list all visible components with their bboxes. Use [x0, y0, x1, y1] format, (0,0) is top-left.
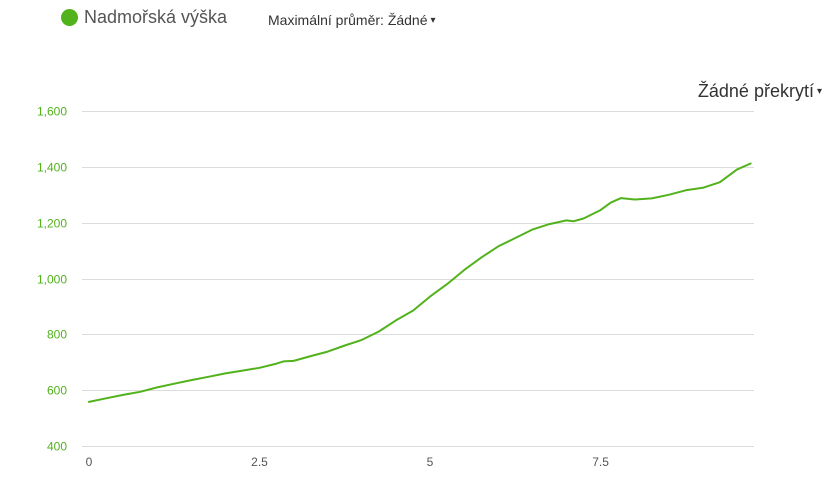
y-axis-ticks: 400 600 800 1,000 1,200 1,400 1,600	[37, 105, 67, 454]
smoothing-value: Žádné	[387, 12, 428, 28]
gridlines	[82, 111, 754, 447]
x-tick-label: 2.5	[251, 455, 268, 469]
overlay-dropdown[interactable]: Žádné překrytí ▾	[698, 81, 822, 102]
x-tick-label: 7.5	[592, 455, 609, 469]
series-line-elevation	[88, 162, 752, 403]
overlay-label: Žádné překrytí	[697, 81, 814, 101]
chevron-down-icon: ▾	[430, 14, 436, 26]
y-tick-label: 800	[47, 328, 67, 342]
series-group	[88, 162, 752, 403]
y-tick-label: 400	[47, 440, 67, 454]
smoothing-dropdown[interactable]: Maximální průměr: Žádné ▾	[268, 12, 436, 28]
legend-label: Nadmořská výška	[84, 7, 228, 27]
y-tick-label: 600	[47, 384, 67, 398]
legend-marker	[61, 9, 78, 26]
legend[interactable]: Nadmořská výška	[61, 7, 227, 28]
x-axis-ticks: 0 2.5 5 7.5	[86, 455, 610, 469]
x-tick-label: 5	[427, 455, 434, 469]
x-tick-label: 0	[86, 455, 93, 469]
y-tick-label: 1,600	[37, 105, 67, 119]
y-tick-label: 1,400	[37, 161, 67, 175]
chevron-down-icon: ▾	[816, 86, 822, 97]
y-tick-label: 1,000	[37, 273, 67, 287]
smoothing-label: Maximální průměr:	[268, 12, 384, 28]
y-tick-label: 1,200	[37, 217, 67, 231]
